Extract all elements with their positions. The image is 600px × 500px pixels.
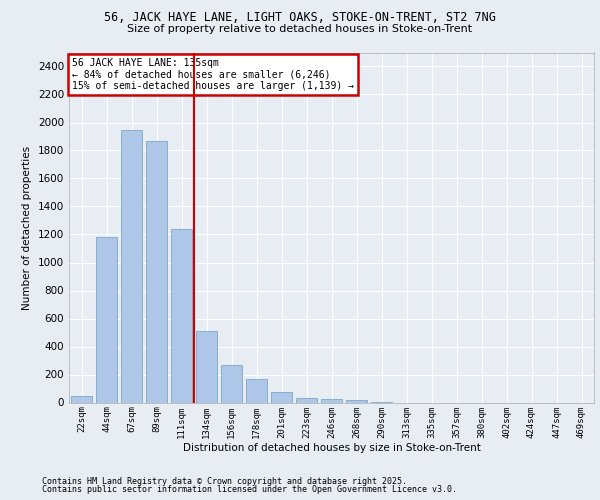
Text: Size of property relative to detached houses in Stoke-on-Trent: Size of property relative to detached ho… <box>127 24 473 34</box>
Bar <box>121 130 142 402</box>
Text: Contains public sector information licensed under the Open Government Licence v3: Contains public sector information licen… <box>42 485 457 494</box>
Bar <box>196 331 217 402</box>
Bar <box>96 238 117 402</box>
Bar <box>321 399 342 402</box>
Bar <box>171 229 192 402</box>
Bar <box>271 392 292 402</box>
Bar <box>246 380 267 402</box>
Text: 56, JACK HAYE LANE, LIGHT OAKS, STOKE-ON-TRENT, ST2 7NG: 56, JACK HAYE LANE, LIGHT OAKS, STOKE-ON… <box>104 11 496 24</box>
Y-axis label: Number of detached properties: Number of detached properties <box>22 146 32 310</box>
Bar <box>296 398 317 402</box>
Bar <box>71 396 92 402</box>
Bar <box>221 364 242 403</box>
Bar <box>146 140 167 402</box>
X-axis label: Distribution of detached houses by size in Stoke-on-Trent: Distribution of detached houses by size … <box>182 443 481 453</box>
Bar <box>346 400 367 402</box>
Text: Contains HM Land Registry data © Crown copyright and database right 2025.: Contains HM Land Registry data © Crown c… <box>42 477 407 486</box>
Text: 56 JACK HAYE LANE: 135sqm
← 84% of detached houses are smaller (6,246)
15% of se: 56 JACK HAYE LANE: 135sqm ← 84% of detac… <box>71 58 353 91</box>
